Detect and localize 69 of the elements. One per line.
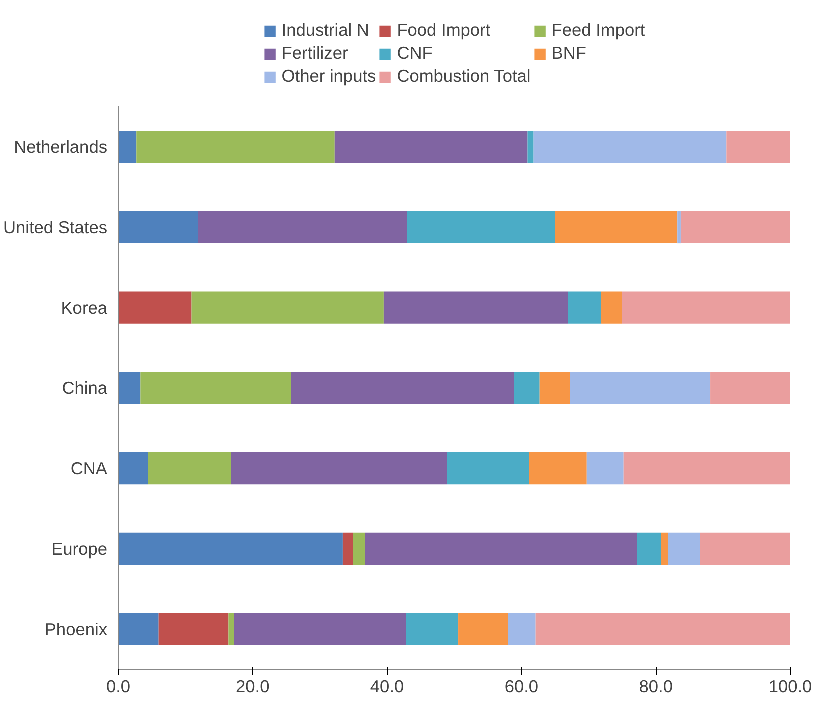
bar bbox=[353, 532, 366, 566]
bar bbox=[586, 452, 624, 485]
bar bbox=[291, 372, 514, 404]
y-tick-label: Phoenix bbox=[44, 619, 108, 640]
x-tick-label: 80.0 bbox=[639, 676, 673, 696]
bar bbox=[570, 372, 711, 404]
y-tick-label: Europe bbox=[52, 538, 108, 559]
bar bbox=[118, 372, 141, 404]
bar bbox=[536, 613, 790, 646]
bar bbox=[624, 452, 790, 485]
bar bbox=[528, 131, 534, 164]
bar bbox=[118, 211, 198, 244]
bar bbox=[406, 613, 459, 646]
bar bbox=[118, 452, 148, 485]
y-tick-label: China bbox=[62, 378, 108, 398]
bar bbox=[447, 452, 530, 485]
legend-label: Fertilizer bbox=[282, 43, 348, 64]
bar bbox=[508, 613, 536, 646]
bar bbox=[540, 372, 570, 404]
legend-label: Food Import bbox=[397, 20, 491, 41]
bar bbox=[678, 211, 681, 244]
y-tick-label: CNA bbox=[70, 458, 108, 479]
bar bbox=[668, 532, 700, 566]
bar bbox=[514, 372, 540, 404]
bar bbox=[600, 292, 622, 324]
bar bbox=[118, 532, 343, 566]
bar bbox=[680, 211, 790, 244]
bar bbox=[555, 211, 678, 244]
x-tick-label: 0.0 bbox=[106, 676, 131, 696]
y-tick-label: Netherlands bbox=[14, 137, 108, 158]
legend-label: Industrial N bbox=[282, 20, 370, 41]
x-tick-label: 40.0 bbox=[370, 676, 404, 696]
bar bbox=[334, 131, 528, 164]
x-tick-label: 100.0 bbox=[768, 676, 812, 696]
bar bbox=[192, 292, 384, 324]
bar bbox=[407, 211, 556, 244]
bar bbox=[118, 613, 159, 646]
bar bbox=[198, 211, 408, 244]
bar bbox=[140, 372, 292, 404]
y-tick-label: Korea bbox=[61, 298, 108, 318]
bar bbox=[726, 131, 790, 164]
bar bbox=[568, 292, 601, 324]
bar bbox=[622, 292, 790, 324]
bar bbox=[118, 292, 192, 324]
legend-label: Combustion Total bbox=[397, 66, 531, 87]
bar bbox=[384, 292, 568, 324]
x-tick-label: 20.0 bbox=[236, 676, 270, 696]
bar bbox=[234, 613, 406, 646]
bar bbox=[700, 532, 790, 566]
bar bbox=[637, 532, 662, 566]
y-tick-label: United States bbox=[3, 217, 108, 238]
legend-label: CNF bbox=[397, 43, 433, 64]
x-tick-label: 60.0 bbox=[504, 676, 539, 696]
bar bbox=[710, 372, 790, 404]
bar bbox=[136, 131, 335, 164]
bar bbox=[529, 452, 587, 485]
legend-label: BNF bbox=[552, 43, 586, 64]
bar bbox=[148, 452, 232, 485]
legend-label: Feed Import bbox=[552, 20, 646, 41]
legend-label: Other inputs bbox=[282, 66, 376, 87]
bar bbox=[342, 532, 354, 566]
bar bbox=[661, 532, 668, 566]
bar bbox=[228, 613, 234, 646]
bar bbox=[534, 131, 727, 164]
bar bbox=[118, 131, 137, 164]
bar bbox=[365, 532, 638, 566]
bar bbox=[231, 452, 448, 485]
bar bbox=[158, 613, 229, 646]
bar bbox=[458, 613, 508, 646]
